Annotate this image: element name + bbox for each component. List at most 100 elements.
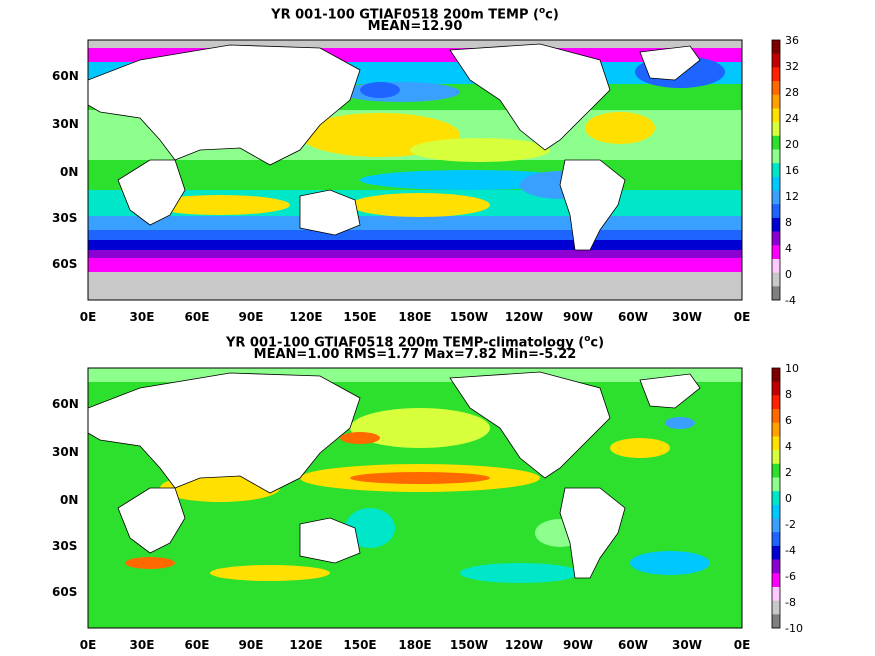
bottom-colorbar-swatch <box>772 463 780 478</box>
top-colorbar-labels: 36 32 28 24 20 16 12 8 4 0 -4 <box>785 34 799 307</box>
top-colorbar-swatch <box>772 272 780 287</box>
bottom-ytick-60s: 60S <box>52 585 77 599</box>
bottom-colorbar-swatch <box>772 381 780 396</box>
bottom-cb-tick: -8 <box>785 596 796 609</box>
bottom-ytick-30s: 30S <box>52 539 77 553</box>
top-cb-tick: 8 <box>785 216 792 229</box>
bottom-colorbar-swatch <box>772 614 780 629</box>
top-xtick: 150W <box>450 310 488 324</box>
top-colorbar-swatch <box>772 40 780 54</box>
top-colorbar <box>771 39 781 301</box>
bottom-colorbar-swatch <box>772 573 780 588</box>
bottom-colorbar-frame <box>771 367 781 629</box>
top-map-canvas: 60N 30N 0N 30S 60S 0E 30E 60E 90E 120E 1… <box>52 34 799 324</box>
top-map-frame <box>87 39 743 301</box>
bottom-colorbar-swatch <box>772 559 780 574</box>
bottom-xtick: 60W <box>618 638 648 652</box>
bottom-map-frame <box>87 367 743 629</box>
bottom-map-canvas: 60N 30N 0N 30S 60S 0E 30E 60E 90E 120E 1… <box>52 362 803 652</box>
bottom-xtick: 0E <box>80 638 97 652</box>
top-colorbar-swatch <box>772 149 780 164</box>
top-x-axis: 0E 30E 60E 90E 120E 150E 180E 150W 120W … <box>80 310 751 324</box>
top-ytick-0n: 0N <box>60 165 78 179</box>
top-colorbar-swatch <box>772 176 780 191</box>
top-map-subtitle: MEAN=12.90 <box>367 19 463 34</box>
top-continents <box>88 43 701 251</box>
bottom-map-subtitle: MEAN=1.00 RMS=1.77 Max=7.82 Min=-5.22 <box>253 347 577 362</box>
top-map-title: YR 001-100 GTIAF0518 200m TEMP (oc) <box>271 6 559 23</box>
top-colorbar-swatch <box>772 286 780 301</box>
bottom-xtick: 120W <box>505 638 543 652</box>
top-cb-tick: -4 <box>785 294 796 307</box>
bottom-xtick: 150E <box>343 638 376 652</box>
bottom-xtick: 120E <box>289 638 322 652</box>
top-ytick-60s: 60S <box>52 257 77 271</box>
top-ytick-30n: 30N <box>52 117 79 131</box>
top-colorbar-swatch <box>772 108 780 123</box>
top-colorbar-swatch <box>772 245 780 260</box>
bottom-x-axis: 0E 30E 60E 90E 120E 150E 180E 150W 120W … <box>80 638 751 652</box>
top-xtick: 30E <box>130 310 155 324</box>
top-cb-tick: 4 <box>785 242 792 255</box>
top-cb-tick: 16 <box>785 164 799 177</box>
top-colorbar-swatch <box>772 94 780 109</box>
top-xtick: 0E <box>734 310 751 324</box>
top-cb-tick: 36 <box>785 34 799 47</box>
bottom-xtick: 0E <box>734 638 751 652</box>
bottom-ytick-0n: 0N <box>60 493 78 507</box>
bottom-cb-tick: -10 <box>785 622 803 635</box>
top-cb-tick: 32 <box>785 60 799 73</box>
bottom-cb-tick: 8 <box>785 388 792 401</box>
bottom-colorbar-swatch <box>772 545 780 560</box>
bottom-cb-tick: 2 <box>785 466 792 479</box>
bottom-cb-tick: 10 <box>785 362 799 375</box>
bottom-xtick: 90E <box>239 638 264 652</box>
bottom-colorbar-labels: 10 8 6 4 2 0 -2 -4 -6 -8 -10 <box>785 362 803 635</box>
top-colorbar-swatch <box>772 204 780 219</box>
bottom-colorbar <box>771 367 781 629</box>
bottom-cb-tick: 4 <box>785 440 792 453</box>
bottom-colorbar-swatch <box>772 368 780 382</box>
bottom-colorbar-swatch <box>772 477 780 492</box>
top-colorbar-swatch <box>772 163 780 178</box>
top-xtick: 150E <box>343 310 376 324</box>
bottom-map-panel: YR 001-100 GTIAF0518 200m TEMP-climatolo… <box>0 328 875 656</box>
top-xtick: 30W <box>672 310 702 324</box>
bottom-map-title: YR 001-100 GTIAF0518 200m TEMP-climatolo… <box>225 334 605 351</box>
top-colorbar-swatch <box>772 122 780 137</box>
top-y-axis: 60N 30N 0N 30S 60S <box>52 69 79 271</box>
bottom-cb-tick: 0 <box>785 492 792 505</box>
top-cb-tick: 24 <box>785 112 799 125</box>
bottom-cb-tick: -2 <box>785 518 796 531</box>
top-ytick-30s: 30S <box>52 211 77 225</box>
top-colorbar-swatch <box>772 67 780 82</box>
top-xtick: 0E <box>80 310 97 324</box>
top-colorbar-swatch <box>772 217 780 232</box>
top-colorbar-swatch <box>772 135 780 150</box>
bottom-colorbar-swatch <box>772 491 780 506</box>
bottom-y-axis: 60N 30N 0N 30S 60S <box>52 397 79 599</box>
top-xtick: 60W <box>618 310 648 324</box>
top-colorbar-swatch <box>772 231 780 246</box>
bottom-colorbar-swatch <box>772 436 780 451</box>
bottom-xtick: 90W <box>563 638 593 652</box>
top-colorbar-swatch <box>772 53 780 68</box>
top-xtick: 180E <box>398 310 431 324</box>
top-colorbar-swatch <box>772 258 780 273</box>
bottom-continents <box>88 371 701 579</box>
top-xtick: 120E <box>289 310 322 324</box>
top-cb-tick: 28 <box>785 86 799 99</box>
top-xtick: 90W <box>563 310 593 324</box>
bottom-colorbar-swatch <box>772 518 780 533</box>
top-temperature-field <box>88 40 742 300</box>
top-cb-tick: 12 <box>785 190 799 203</box>
bottom-ytick-60n: 60N <box>52 397 79 411</box>
bottom-colorbar-swatch <box>772 450 780 465</box>
bottom-cb-tick: -6 <box>785 570 796 583</box>
bottom-cb-tick: -4 <box>785 544 796 557</box>
bottom-colorbar-swatch <box>772 409 780 424</box>
bottom-xtick: 30W <box>672 638 702 652</box>
bottom-xtick: 60E <box>185 638 210 652</box>
top-colorbar-frame <box>771 39 781 301</box>
top-colorbar-swatch <box>772 190 780 205</box>
